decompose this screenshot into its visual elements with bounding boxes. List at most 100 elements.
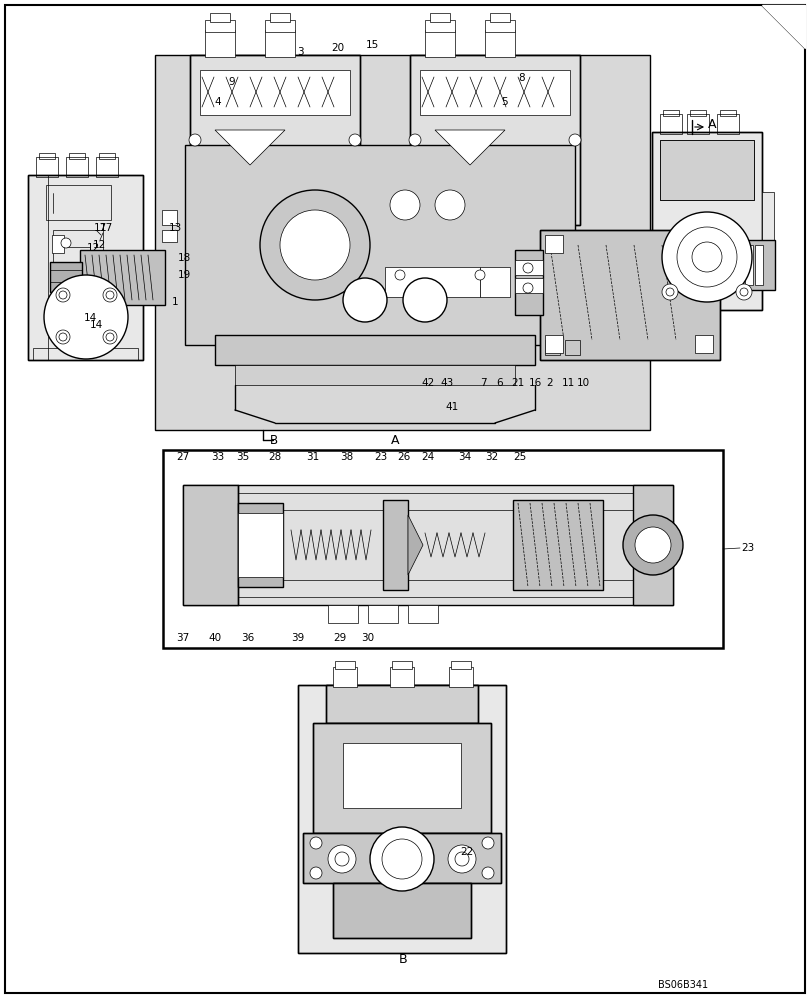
Circle shape xyxy=(370,827,433,891)
Bar xyxy=(155,55,649,430)
Bar xyxy=(80,250,165,305)
Text: A: A xyxy=(707,118,715,131)
Bar xyxy=(333,883,470,938)
Text: 17: 17 xyxy=(93,223,106,233)
Polygon shape xyxy=(215,130,285,165)
Bar xyxy=(33,348,138,360)
Text: 37: 37 xyxy=(176,633,190,643)
Circle shape xyxy=(435,190,465,220)
Bar xyxy=(342,743,461,808)
Circle shape xyxy=(103,330,117,344)
Text: 34: 34 xyxy=(458,452,471,462)
Bar xyxy=(479,267,509,297)
Bar xyxy=(450,661,470,669)
Bar xyxy=(210,13,230,22)
Circle shape xyxy=(569,134,581,146)
Bar xyxy=(383,500,407,590)
Circle shape xyxy=(44,275,128,359)
Bar xyxy=(410,55,579,225)
Bar xyxy=(264,20,294,32)
Circle shape xyxy=(676,227,736,287)
Circle shape xyxy=(522,283,532,293)
Bar xyxy=(325,685,478,723)
Bar xyxy=(215,335,534,365)
Text: 12: 12 xyxy=(93,240,106,250)
Bar xyxy=(182,485,672,605)
Text: 38: 38 xyxy=(340,452,353,462)
Bar xyxy=(564,340,579,355)
Bar xyxy=(663,110,678,116)
Text: 41: 41 xyxy=(444,402,458,412)
Bar xyxy=(234,365,514,385)
Bar xyxy=(392,661,411,669)
Text: 28: 28 xyxy=(268,452,281,462)
Bar xyxy=(39,153,55,159)
Circle shape xyxy=(622,515,682,575)
Circle shape xyxy=(106,291,114,299)
Polygon shape xyxy=(407,515,423,575)
Bar xyxy=(651,132,761,310)
Circle shape xyxy=(482,867,493,879)
Bar xyxy=(28,175,143,360)
Bar xyxy=(659,140,753,200)
Bar xyxy=(514,250,543,315)
Bar xyxy=(539,230,719,360)
Bar xyxy=(633,485,672,605)
Text: 18: 18 xyxy=(177,253,191,263)
Bar xyxy=(410,55,579,225)
Bar xyxy=(754,245,762,285)
Circle shape xyxy=(56,330,70,344)
Text: 43: 43 xyxy=(440,378,453,388)
Bar xyxy=(384,267,479,297)
Text: 32: 32 xyxy=(485,452,498,462)
Bar xyxy=(424,30,454,57)
Circle shape xyxy=(342,278,387,322)
Bar xyxy=(407,605,437,623)
Bar xyxy=(761,192,773,247)
Bar xyxy=(484,20,514,32)
Text: 39: 39 xyxy=(291,633,304,643)
Circle shape xyxy=(59,333,67,341)
Text: 42: 42 xyxy=(421,378,434,388)
Text: B: B xyxy=(398,953,407,966)
Circle shape xyxy=(634,527,670,563)
Bar xyxy=(694,335,712,353)
Text: A: A xyxy=(390,434,399,446)
Bar xyxy=(734,245,742,285)
Bar xyxy=(50,262,82,292)
Bar xyxy=(28,175,143,360)
Text: 31: 31 xyxy=(306,452,320,462)
Bar xyxy=(303,833,500,883)
Text: 8: 8 xyxy=(518,73,525,83)
Text: 23: 23 xyxy=(374,452,387,462)
Bar xyxy=(544,340,560,355)
Bar xyxy=(716,114,738,134)
Bar xyxy=(448,667,473,687)
Bar xyxy=(303,833,500,883)
Circle shape xyxy=(106,333,114,341)
Circle shape xyxy=(335,852,349,866)
Circle shape xyxy=(394,270,405,280)
Circle shape xyxy=(328,845,355,873)
Bar xyxy=(744,245,752,285)
Text: 5: 5 xyxy=(501,97,508,107)
Bar xyxy=(539,230,719,360)
Bar xyxy=(52,235,64,253)
Text: 30: 30 xyxy=(361,633,374,643)
Bar xyxy=(225,165,275,205)
Bar xyxy=(46,185,111,220)
Text: 13: 13 xyxy=(168,223,182,233)
Bar xyxy=(238,513,283,577)
Text: BS06B341: BS06B341 xyxy=(657,980,707,990)
Bar xyxy=(204,20,234,32)
Text: 22: 22 xyxy=(460,847,473,857)
Text: 21: 21 xyxy=(511,378,524,388)
Circle shape xyxy=(661,212,751,302)
Bar xyxy=(651,132,761,310)
Text: 20: 20 xyxy=(331,43,344,53)
Circle shape xyxy=(59,291,67,299)
Bar xyxy=(312,723,491,833)
Text: 9: 9 xyxy=(229,77,235,87)
Bar xyxy=(686,114,708,134)
Text: 15: 15 xyxy=(365,40,378,50)
